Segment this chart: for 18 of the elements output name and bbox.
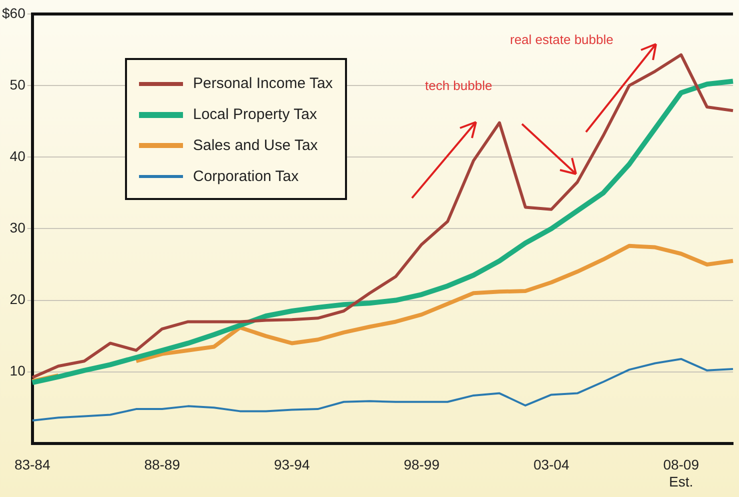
x-tick-label: 08-09 Est. — [663, 456, 700, 490]
x-tick-label: 83-84 — [14, 456, 50, 473]
legend-label: Personal Income Tax — [193, 75, 333, 92]
annotation: real estate bubble — [510, 32, 614, 47]
x-tick-label: 88-89 — [144, 456, 180, 473]
x-tick-label: 03-04 — [533, 456, 570, 473]
y-tick-label: 20 — [10, 291, 26, 308]
y-tick-label: 50 — [10, 76, 26, 92]
y-tick-label: 10 — [10, 362, 26, 379]
legend-label: Local Property Tax — [193, 106, 317, 123]
y-tick-label: $60 — [2, 4, 26, 21]
legend-label: Sales and Use Tax — [193, 137, 318, 154]
y-tick-label: 30 — [10, 220, 26, 236]
y-tick-label: 40 — [10, 148, 26, 164]
annotation: tech bubble — [425, 78, 492, 93]
x-tick-label: 98-99 — [404, 456, 440, 473]
legend-label: Corporation Tax — [193, 168, 299, 185]
x-tick-label: 93-94 — [274, 456, 310, 473]
